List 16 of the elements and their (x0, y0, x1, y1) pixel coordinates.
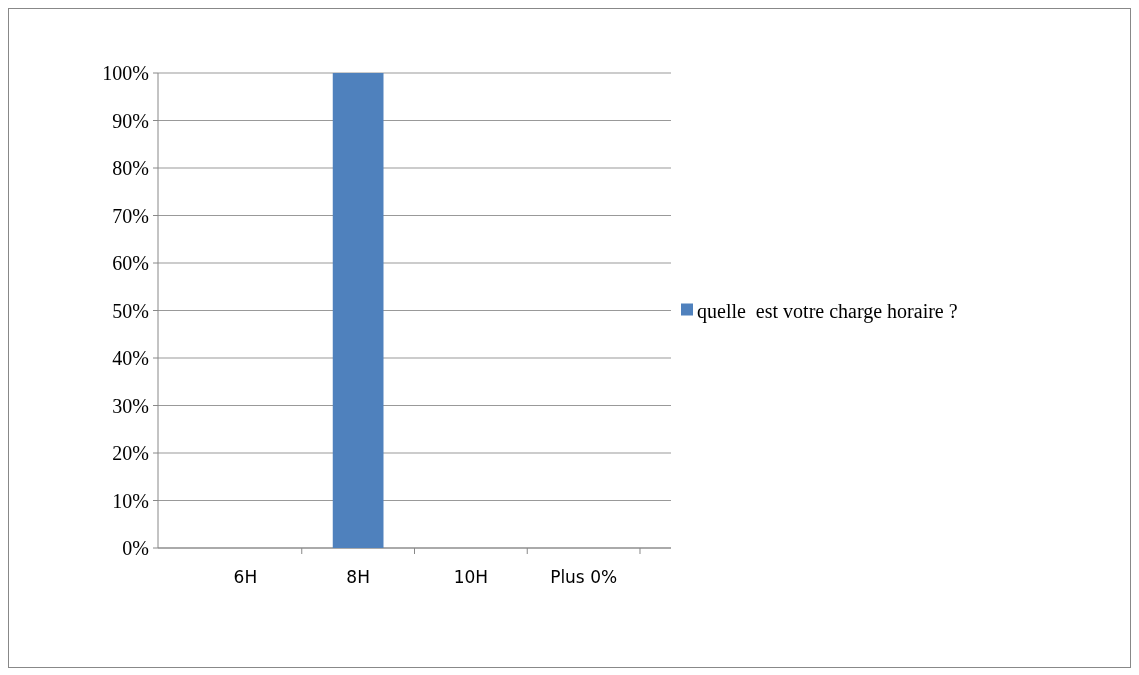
x-tick-label: 8H (346, 567, 370, 587)
y-tick-label: 90% (112, 109, 149, 132)
y-tick-label: 70% (112, 204, 149, 227)
y-tick-label: 30% (112, 394, 149, 417)
y-tick-label: 40% (112, 347, 149, 369)
legend-label: quelle est votre charge horaire ? (697, 299, 958, 323)
y-tick-label: 100% (102, 62, 149, 84)
y-tick-label: 50% (112, 299, 149, 322)
y-tick-label: 60% (112, 252, 149, 274)
y-tick-label: 20% (112, 442, 149, 464)
x-tick-label: 10H (453, 567, 489, 587)
x-tick-label: 6H (233, 567, 258, 587)
y-tick-label: 80% (112, 157, 149, 179)
x-tick-label: Plus 0% (550, 567, 618, 587)
y-tick-label: 10% (112, 489, 149, 512)
y-tick-label: 0% (122, 537, 149, 559)
